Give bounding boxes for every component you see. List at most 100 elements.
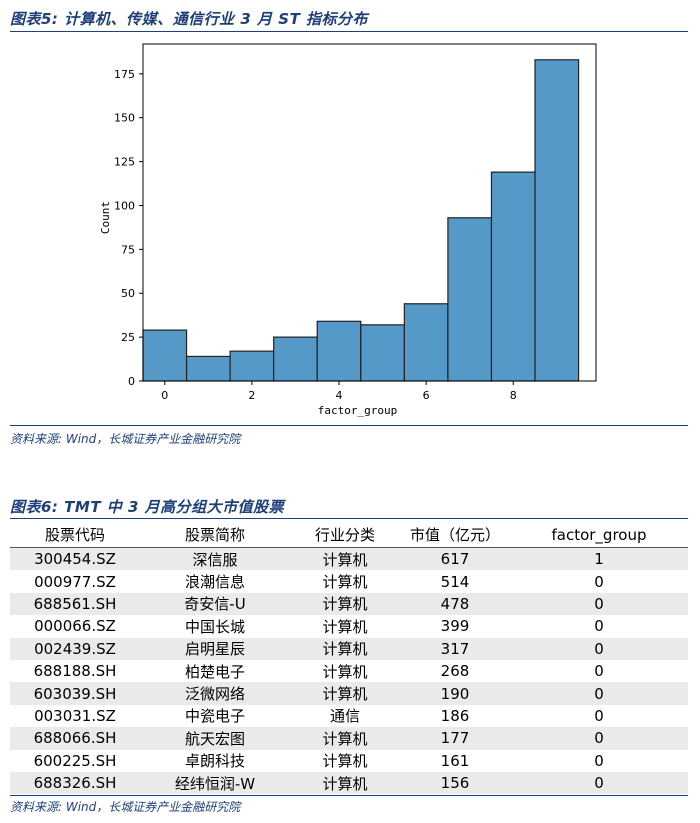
histogram-chart: 0 25 50 75 100 125 150 175 0 2 4 6 8 factor_group Coun… — [99, 43, 597, 417]
cell-stock-name: 浪潮信息 — [184, 573, 245, 592]
figure5-title-rule — [10, 31, 688, 32]
cell-stock-code: 600225.SH — [33, 751, 117, 770]
cell-industry: 计算机 — [290, 771, 400, 795]
histogram-bar — [316, 320, 362, 382]
y-tick-label: 25 — [121, 331, 135, 344]
cell-industry: 计算机 — [290, 592, 400, 616]
y-tick-label: 150 — [114, 112, 135, 125]
header-market-cap: 市值（亿元） — [400, 522, 510, 548]
table-row: 688326.SH 经纬恒润-W 计算机 156 0 — [10, 771, 688, 795]
table-row: 688188.SH 柏楚电子 计算机 268 0 — [10, 660, 688, 682]
cell-market-cap: 514 — [440, 572, 470, 591]
cell-factor-group: 0 — [594, 662, 604, 681]
cell-industry: 计算机 — [290, 727, 400, 750]
table-row: 603039.SH 泛微网络 计算机 190 0 — [10, 682, 688, 705]
cell-market-cap: 617 — [400, 547, 510, 571]
table-header-row: 股票代码 股票简称 行业分类 市值（亿元） factor_group — [10, 522, 688, 548]
cell-factor-group: 1 — [510, 547, 688, 571]
cell-stock-name: 中国长城 — [184, 617, 245, 636]
header-industry: 行业分类 — [290, 522, 400, 548]
plot-frame — [142, 43, 597, 382]
cell-market-cap: 478 — [400, 592, 510, 616]
header-factor-group: factor_group — [510, 522, 688, 548]
y-tick-label: 75 — [121, 243, 135, 256]
table-row: 600225.SH 卓朗科技 计算机 161 0 — [10, 750, 688, 772]
histogram-bar — [534, 59, 580, 382]
cell-stock-code: 688188.SH — [33, 662, 117, 681]
figure6-title-rule — [10, 518, 688, 519]
cell-stock-code: 003031.SZ — [34, 706, 116, 725]
cell-stock-code: 002439.SZ — [10, 637, 140, 660]
figure5-source-rule — [10, 425, 688, 426]
cell-market-cap: 186 — [440, 706, 470, 725]
cell-stock-code: 603039.SH — [10, 682, 140, 705]
cell-market-cap: 399 — [440, 617, 470, 636]
cell-factor-group: 0 — [510, 637, 688, 660]
histogram-bar — [360, 324, 405, 382]
cell-stock-code: 000066.SZ — [34, 617, 116, 636]
cell-industry: 计算机 — [290, 637, 400, 660]
cell-industry: 计算机 — [322, 752, 368, 771]
cell-stock-name: 启明星辰 — [140, 637, 290, 660]
cell-industry: 通信 — [329, 707, 360, 726]
x-tick-label: 8 — [510, 389, 517, 402]
cell-stock-name: 奇安信-U — [140, 592, 290, 616]
cell-stock-name: 泛微网络 — [140, 682, 290, 705]
header-stock-code: 股票代码 — [10, 522, 140, 548]
x-axis-label: factor_group — [318, 404, 397, 417]
cell-stock-name: 经纬恒润-W — [140, 771, 290, 795]
cell-stock-name: 深信服 — [140, 547, 290, 571]
figure5-source: 资料来源: Wind，长城证券产业金融研究院 — [10, 432, 241, 446]
table-row: 002439.SZ 启明星辰 计算机 317 0 — [10, 637, 688, 660]
y-tick-label: 50 — [121, 287, 135, 300]
cell-factor-group: 0 — [594, 572, 604, 591]
histogram-bar — [490, 171, 536, 382]
histogram-bar — [185, 355, 231, 382]
cell-industry: 计算机 — [322, 617, 368, 636]
cell-factor-group: 0 — [594, 617, 604, 636]
cell-stock-code: 688066.SH — [10, 727, 140, 750]
cell-factor-group: 0 — [510, 727, 688, 750]
table-row: 688066.SH 航天宏图 计算机 177 0 — [10, 727, 688, 750]
cell-stock-name: 航天宏图 — [140, 727, 290, 750]
cell-industry: 计算机 — [290, 547, 400, 571]
cell-factor-group: 0 — [510, 592, 688, 616]
cell-stock-name: 卓朗科技 — [184, 752, 245, 771]
histogram-bar — [447, 217, 493, 382]
histogram-bar — [142, 329, 188, 382]
cell-market-cap: 161 — [440, 751, 470, 770]
cell-stock-code: 688561.SH — [10, 592, 140, 616]
y-tick-label: 0 — [128, 375, 135, 388]
cell-market-cap: 177 — [400, 727, 510, 750]
histogram-bar — [273, 336, 318, 382]
x-tick-label: 2 — [248, 389, 255, 402]
stock-table: 股票代码 股票简称 行业分类 市值（亿元） factor_group 30045… — [10, 522, 688, 795]
cell-market-cap: 190 — [400, 682, 510, 705]
table-row: 000066.SZ 中国长城 计算机 399 0 — [10, 615, 688, 637]
figure6-source-rule — [10, 795, 688, 796]
table-row: 000977.SZ 浪潮信息 计算机 514 0 — [10, 570, 688, 592]
table-row: 300454.SZ 深信服 计算机 617 1 — [10, 547, 688, 571]
cell-factor-group: 0 — [510, 682, 688, 705]
cell-factor-group: 0 — [594, 751, 604, 770]
cell-stock-name: 中瓷电子 — [184, 707, 245, 726]
table-row: 003031.SZ 中瓷电子 通信 186 0 — [10, 705, 688, 727]
cell-stock-code: 688326.SH — [10, 771, 140, 795]
cell-industry: 计算机 — [290, 682, 400, 705]
x-tick-label: 4 — [336, 389, 343, 402]
cell-market-cap: 317 — [400, 637, 510, 660]
cell-market-cap: 268 — [440, 662, 470, 681]
cell-stock-code: 300454.SZ — [10, 547, 140, 571]
y-tick-label: 100 — [114, 199, 135, 212]
table-row: 688561.SH 奇安信-U 计算机 478 0 — [10, 592, 688, 616]
histogram-bar — [229, 350, 275, 382]
cell-industry: 计算机 — [322, 573, 368, 592]
cell-stock-name: 柏楚电子 — [184, 662, 245, 681]
x-tick-label: 6 — [423, 389, 430, 402]
cell-stock-code: 000977.SZ — [34, 572, 116, 591]
x-tick-label: 0 — [161, 389, 168, 402]
y-tick-label: 175 — [114, 68, 135, 81]
cell-factor-group: 0 — [594, 706, 604, 725]
cell-industry: 计算机 — [322, 662, 368, 681]
figure6-source: 资料来源: Wind，长城证券产业金融研究院 — [10, 800, 241, 814]
